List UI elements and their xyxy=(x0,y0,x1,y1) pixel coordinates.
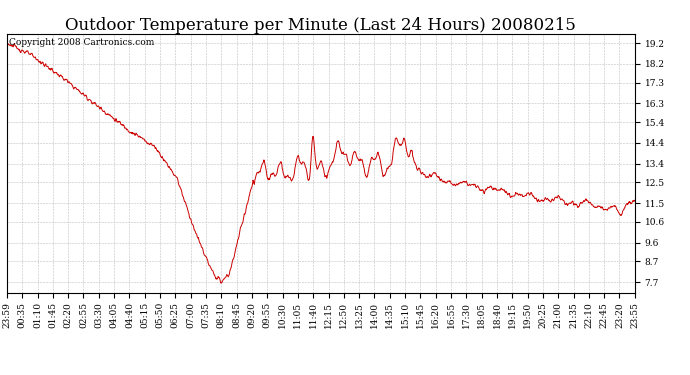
Text: Copyright 2008 Cartronics.com: Copyright 2008 Cartronics.com xyxy=(9,38,154,46)
Title: Outdoor Temperature per Minute (Last 24 Hours) 20080215: Outdoor Temperature per Minute (Last 24 … xyxy=(66,16,576,34)
